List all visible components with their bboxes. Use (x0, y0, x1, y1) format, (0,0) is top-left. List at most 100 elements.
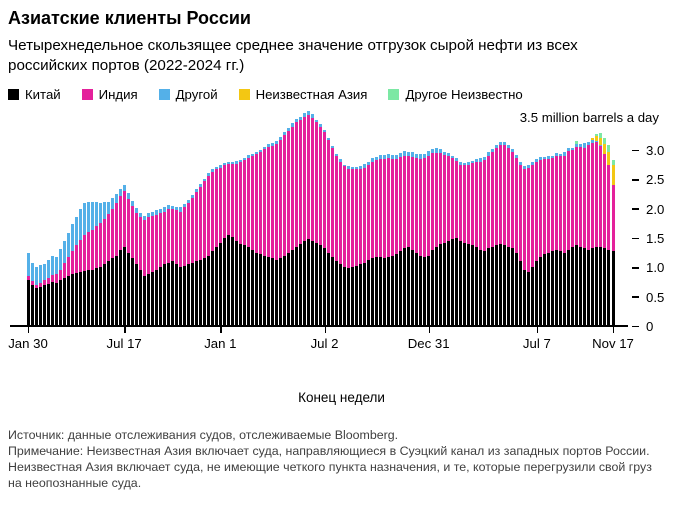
stacked-bar-week-134 (563, 152, 567, 326)
stacked-bar-week-78 (339, 159, 343, 326)
bar-segment (455, 158, 459, 161)
bar-segment (607, 144, 611, 152)
bar-segment (130, 205, 134, 259)
bar-segment (527, 165, 531, 168)
stacked-bar-week-108 (459, 161, 463, 326)
bar-segment (118, 249, 122, 326)
bar-segment (387, 256, 391, 326)
bar-segment (543, 157, 547, 160)
chart-plot-area: 3.5 million barrels a day 0 0.5 1.0 1.5 2.0 2… (0, 107, 683, 359)
stacked-bar-week-80 (347, 166, 351, 326)
bar-segment (138, 213, 142, 218)
bar-segment (266, 146, 270, 257)
bar-segment (222, 162, 226, 165)
bar-segment (419, 158, 423, 256)
bar-segment (306, 239, 310, 326)
stacked-bar-week-69 (302, 113, 306, 326)
bar-segment (451, 158, 455, 240)
stacked-bar-week-49 (222, 162, 226, 326)
bar-segment (50, 281, 54, 326)
source-note: Источник: данные отслеживания судов, отс… (8, 427, 399, 442)
bar-segment (335, 154, 339, 156)
bar-segment (487, 152, 491, 156)
bar-segment (435, 148, 439, 153)
bar-segment (411, 249, 415, 326)
bar-segment (226, 161, 230, 164)
stacked-bar-week-67 (294, 118, 298, 326)
bar-segment (114, 193, 118, 203)
stacked-bar-week-47 (214, 167, 218, 326)
bar-segment (507, 148, 511, 247)
bar-segment (82, 235, 86, 272)
bar-segment (230, 161, 234, 164)
bar-segment (66, 232, 70, 258)
stacked-bar-week-120 (507, 145, 511, 326)
bar-segment (335, 261, 339, 326)
bar-segment (423, 256, 427, 326)
x-tick-mark (124, 326, 126, 333)
bar-segment (74, 216, 78, 245)
stacked-bar-week-83 (359, 166, 363, 326)
bar-segment (603, 154, 607, 248)
bar-segment (94, 201, 98, 227)
bar-segment (222, 237, 226, 326)
stacked-bar-week-92 (395, 154, 399, 326)
bar-segment (262, 148, 266, 256)
bar-segment (26, 280, 30, 326)
stacked-bar-week-146 (611, 160, 615, 326)
bar-segment (134, 208, 138, 213)
bar-segment (38, 283, 42, 287)
bar-segment (327, 252, 330, 326)
bar-segment (110, 198, 114, 209)
bar-segment (363, 167, 367, 263)
bar-segment (314, 119, 318, 123)
bar-segment (282, 131, 286, 136)
bar-segment (42, 280, 46, 285)
stacked-bar-week-34 (162, 206, 166, 326)
bar-segment (46, 277, 50, 284)
y-tick-0: 0 (632, 318, 668, 334)
stacked-bar-week-82 (355, 167, 359, 326)
bar-segment (234, 240, 238, 326)
bar-segment (539, 256, 543, 326)
bar-segment (42, 284, 46, 326)
bar-segment (146, 217, 150, 275)
bar-segment (463, 242, 467, 326)
bar-segment (278, 258, 282, 326)
bar-segment (599, 137, 603, 145)
bar-segment (567, 249, 571, 326)
bar-segment (230, 236, 234, 326)
bar-segment (150, 211, 154, 217)
bar-segment (511, 248, 515, 326)
bar-segment (154, 270, 158, 326)
bar-segment (571, 150, 575, 247)
bar-segment (302, 240, 306, 326)
y-tick-mark (632, 208, 639, 210)
bar-segment (403, 155, 407, 249)
bar-segment (351, 168, 355, 268)
stacked-bar-week-85 (367, 161, 371, 326)
bar-segment (547, 155, 551, 159)
bar-segment (575, 244, 579, 326)
y-tick-label: 0.5 (646, 289, 665, 305)
bar-segment (170, 205, 174, 209)
bar-segment (511, 151, 515, 249)
y-tick-mark (632, 296, 639, 298)
bar-segment (611, 160, 615, 165)
bar-segment (262, 255, 266, 326)
stacked-bar-week-106 (451, 155, 455, 326)
stacked-bar-week-14 (82, 202, 86, 326)
bar-segment (563, 155, 567, 253)
bar-segment (250, 155, 254, 250)
bar-segment (210, 250, 214, 326)
bar-segment (607, 151, 611, 165)
stacked-bar-week-63 (278, 137, 282, 326)
bar-segment (110, 258, 114, 326)
bar-segment (531, 161, 535, 165)
bar-segment (154, 214, 158, 271)
bar-segment (491, 246, 495, 326)
bar-segment (387, 153, 391, 159)
bar-segment (603, 247, 607, 326)
bar-segment (371, 258, 375, 326)
bar-segment (523, 270, 527, 326)
